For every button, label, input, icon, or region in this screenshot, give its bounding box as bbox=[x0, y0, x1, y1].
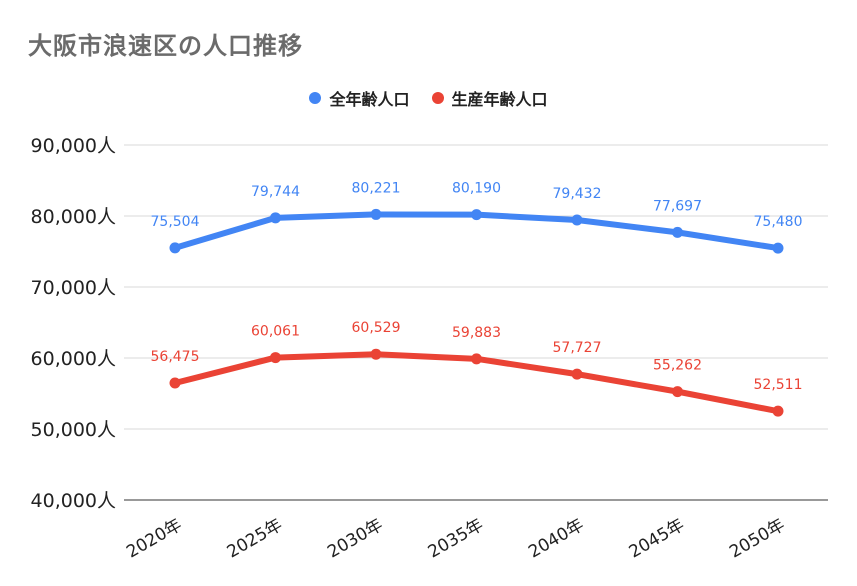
legend-item-working-age: 生産年齢人口 bbox=[431, 86, 548, 110]
x-tick-label: 2030年 bbox=[324, 515, 386, 562]
data-point bbox=[772, 405, 784, 417]
data-point bbox=[169, 242, 181, 254]
chart-title: 大阪市浪速区の人口推移 bbox=[28, 32, 303, 60]
data-label: 79,432 bbox=[553, 186, 602, 202]
data-label: 75,504 bbox=[151, 214, 200, 230]
data-point bbox=[270, 352, 281, 364]
data-label: 52,511 bbox=[754, 377, 803, 393]
data-point bbox=[672, 386, 683, 398]
data-label: 77,697 bbox=[653, 198, 702, 214]
data-point bbox=[471, 209, 482, 221]
data-label: 60,061 bbox=[251, 324, 300, 340]
data-label: 75,480 bbox=[754, 214, 803, 230]
data-point bbox=[169, 377, 181, 389]
data-label: 57,727 bbox=[553, 340, 602, 356]
data-point bbox=[571, 368, 583, 380]
x-tick-label: 2020年 bbox=[123, 515, 185, 562]
data-point bbox=[772, 242, 784, 254]
y-tick-label: 50,000人 bbox=[31, 419, 116, 441]
legend-label-working-age: 生産年齢人口 bbox=[451, 90, 548, 109]
data-label: 80,190 bbox=[452, 181, 501, 197]
y-tick-label: 90,000人 bbox=[31, 135, 116, 157]
data-point bbox=[270, 212, 281, 224]
data-point bbox=[571, 214, 583, 226]
data-label: 55,262 bbox=[653, 358, 702, 374]
data-label: 59,883 bbox=[452, 325, 501, 341]
y-tick-label: 60,000人 bbox=[31, 348, 116, 370]
x-tick-label: 2040年 bbox=[525, 515, 587, 562]
legend-item-all-ages: 全年齢人口 bbox=[309, 86, 410, 110]
legend-label-all-ages: 全年齢人口 bbox=[329, 90, 410, 109]
data-label: 79,744 bbox=[251, 184, 300, 200]
legend: 全年齢人口 生産年齢人口 bbox=[0, 86, 857, 110]
data-point bbox=[672, 226, 683, 238]
y-tick-label: 40,000人 bbox=[31, 490, 116, 512]
legend-dot-working-age bbox=[431, 92, 444, 104]
x-tick-label: 2050年 bbox=[726, 515, 788, 562]
data-point bbox=[370, 348, 382, 360]
x-tick-label: 2025年 bbox=[224, 515, 286, 562]
data-point bbox=[471, 353, 482, 365]
data-point bbox=[370, 208, 382, 220]
y-tick-label: 70,000人 bbox=[31, 277, 116, 299]
x-tick-label: 2045年 bbox=[626, 515, 688, 562]
legend-dot-all-ages bbox=[309, 92, 322, 104]
y-tick-label: 80,000人 bbox=[31, 206, 116, 228]
data-label: 60,529 bbox=[352, 320, 401, 336]
data-label: 80,221 bbox=[352, 180, 401, 196]
x-tick-label: 2035年 bbox=[425, 515, 487, 562]
data-label: 56,475 bbox=[151, 349, 200, 365]
